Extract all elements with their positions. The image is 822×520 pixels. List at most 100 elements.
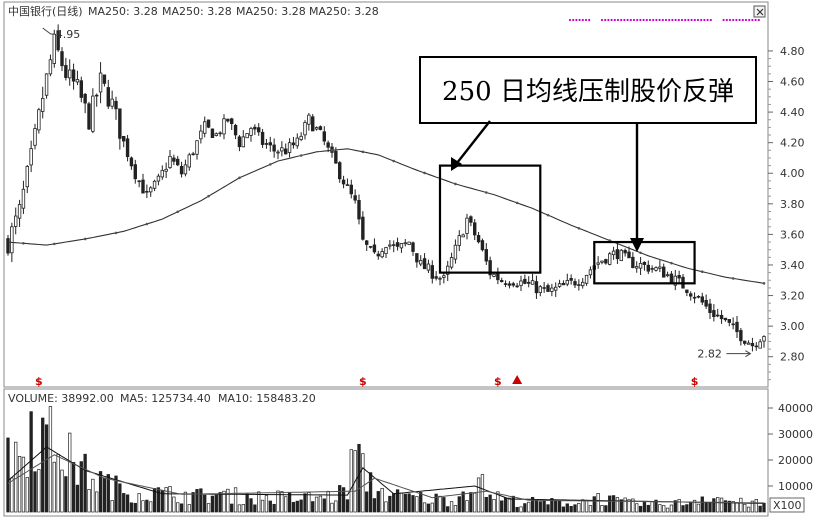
candle-body	[91, 95, 95, 132]
candle-body	[341, 179, 346, 185]
volume-bar	[480, 474, 485, 513]
candle-body	[79, 80, 83, 98]
volume-bar	[179, 503, 184, 513]
dot-strip-dot	[604, 18, 607, 22]
volume-bar	[395, 489, 400, 513]
candle-body	[627, 251, 631, 259]
candle-body	[206, 119, 211, 128]
volume-tick-label: 20000	[778, 454, 813, 467]
candle-body	[233, 124, 238, 136]
price-tick-label: 4.20	[780, 137, 805, 150]
candle-body	[395, 242, 400, 247]
volume-bar	[145, 499, 149, 513]
candle-body	[654, 267, 658, 271]
volume-bar	[338, 485, 342, 513]
volume-unit-label: X100	[773, 499, 802, 512]
candle-body	[237, 136, 242, 148]
candle-body	[357, 200, 361, 220]
volume-bar	[507, 497, 512, 513]
volume-bar	[365, 491, 369, 513]
volume-bar	[245, 493, 249, 513]
candle-body	[554, 286, 558, 291]
volume-bar	[14, 441, 18, 513]
volume-bar	[141, 500, 145, 513]
candle-body	[303, 122, 307, 136]
volume-bar	[569, 505, 573, 513]
ma-label-4: MA250: 3.28	[309, 5, 379, 18]
candle-body	[349, 184, 353, 195]
volume-bar	[291, 501, 296, 513]
dot-strip-dot	[693, 18, 696, 22]
candle-body	[260, 131, 265, 145]
dot-strip-dot	[722, 18, 725, 22]
dot-strip-dot	[709, 18, 712, 22]
volume-bar	[550, 498, 554, 513]
volume-bar	[681, 505, 685, 513]
volume-ma10-label: MA10: 158483.20	[218, 392, 316, 405]
dot-strip-dot	[690, 18, 693, 22]
candle-body	[287, 142, 292, 153]
volume-bar	[704, 502, 708, 513]
volume-bar	[392, 493, 396, 513]
ma250-dot	[546, 213, 550, 217]
volume-bar	[314, 496, 319, 513]
volume-bar	[638, 505, 643, 513]
volume-bar	[345, 499, 350, 513]
volume-bar	[669, 504, 674, 513]
dot-strip-dot	[652, 18, 655, 22]
candle-body	[87, 103, 91, 130]
volume-bar	[199, 488, 203, 513]
volume-bar	[700, 496, 704, 513]
volume-bar	[272, 503, 276, 513]
volume-bar	[268, 500, 272, 513]
volume-bar	[696, 503, 701, 513]
candle-body	[199, 130, 203, 140]
volume-bar	[596, 492, 600, 513]
volume-bar	[407, 493, 411, 513]
dot-strip-dot	[735, 18, 738, 22]
volume-bar	[307, 492, 311, 513]
candle-body	[716, 314, 720, 317]
volume-bar	[249, 498, 253, 513]
volume-bar	[44, 424, 49, 513]
volume-bar	[33, 471, 37, 513]
volume-bar	[187, 504, 191, 513]
volume-bar	[503, 497, 508, 513]
candle-body	[415, 253, 419, 263]
candle-body	[338, 162, 342, 180]
triangle-marker	[512, 375, 523, 384]
dot-strip-dot	[703, 18, 706, 22]
candle-body	[538, 286, 542, 293]
candle-body	[561, 282, 566, 286]
candle-body	[264, 143, 269, 145]
volume-bar	[750, 500, 755, 513]
volume-bar	[172, 496, 176, 513]
volume-bar	[125, 494, 130, 513]
volume-bar	[233, 487, 238, 513]
candle-body	[353, 195, 357, 201]
candle-body	[145, 190, 149, 193]
price-tick-label: 2.80	[780, 351, 805, 364]
dot-strip-dot	[623, 18, 626, 22]
volume-bar	[322, 498, 326, 513]
candle-body	[56, 30, 60, 51]
candle-body	[307, 114, 311, 125]
candle-body	[295, 137, 299, 147]
candle-body	[75, 79, 80, 83]
volume-bar	[376, 491, 380, 513]
volume-bar	[500, 500, 504, 513]
panel-toggle-icon[interactable]	[753, 5, 766, 18]
candle-body	[476, 235, 481, 243]
candle-body	[731, 323, 735, 326]
candle-body	[168, 155, 172, 168]
candle-body	[314, 127, 319, 130]
volume-bar	[453, 505, 458, 513]
candle-body	[156, 175, 161, 182]
volume-bar	[646, 504, 650, 513]
volume-bar	[257, 491, 261, 513]
price-tick-label: 4.40	[780, 106, 805, 119]
volume-bar	[584, 500, 589, 513]
candle-body	[596, 262, 600, 265]
volume-bar	[25, 477, 29, 513]
dot-strip-dot	[674, 18, 677, 22]
